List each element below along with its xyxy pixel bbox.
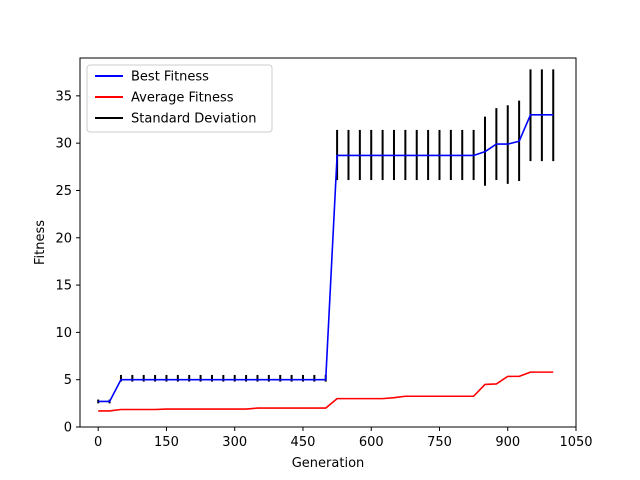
y-tick-label: 20 <box>55 231 72 246</box>
x-axis-label: Generation <box>292 456 365 471</box>
legend-label: Average Fitness <box>131 91 234 106</box>
legend-entry: Standard Deviation <box>95 112 256 127</box>
x-tick-label: 450 <box>291 435 316 450</box>
x-tick-label: 0 <box>94 435 102 450</box>
x-tick-label: 600 <box>359 435 384 450</box>
y-tick-label: 15 <box>55 279 72 294</box>
legend-label: Best Fitness <box>131 70 209 85</box>
legend-entry: Average Fitness <box>95 91 234 106</box>
legend: Best Fitness Average Fitness Standard Devi… <box>86 64 273 133</box>
y-tick-label: 10 <box>55 326 72 341</box>
x-tick-label: 1050 <box>559 435 592 450</box>
axes: 0 150 300 450 600 750 900 1050 0 5 10 15 20 25 30 35 <box>55 57 593 450</box>
y-tick-label: 25 <box>55 184 72 199</box>
axes-frame <box>79 57 577 428</box>
y-tick-label: 35 <box>55 89 72 104</box>
y-tick-label: 0 <box>64 421 72 436</box>
legend-entry: Best Fitness <box>95 70 209 85</box>
series-line-best-fitness <box>98 113 554 403</box>
y-axis-label: Fitness <box>33 220 48 265</box>
y-tick-label: 30 <box>55 137 72 152</box>
x-tick-label: 750 <box>427 435 452 450</box>
y-tick-label: 5 <box>64 373 72 388</box>
x-tick-label: 900 <box>495 435 520 450</box>
plot-area <box>97 69 555 412</box>
legend-label: Standard Deviation <box>131 112 256 127</box>
legend-box <box>86 64 273 133</box>
x-tick-label: 300 <box>222 435 247 450</box>
series-line-average-fitness <box>98 371 554 412</box>
x-tick-label: 150 <box>154 435 179 450</box>
